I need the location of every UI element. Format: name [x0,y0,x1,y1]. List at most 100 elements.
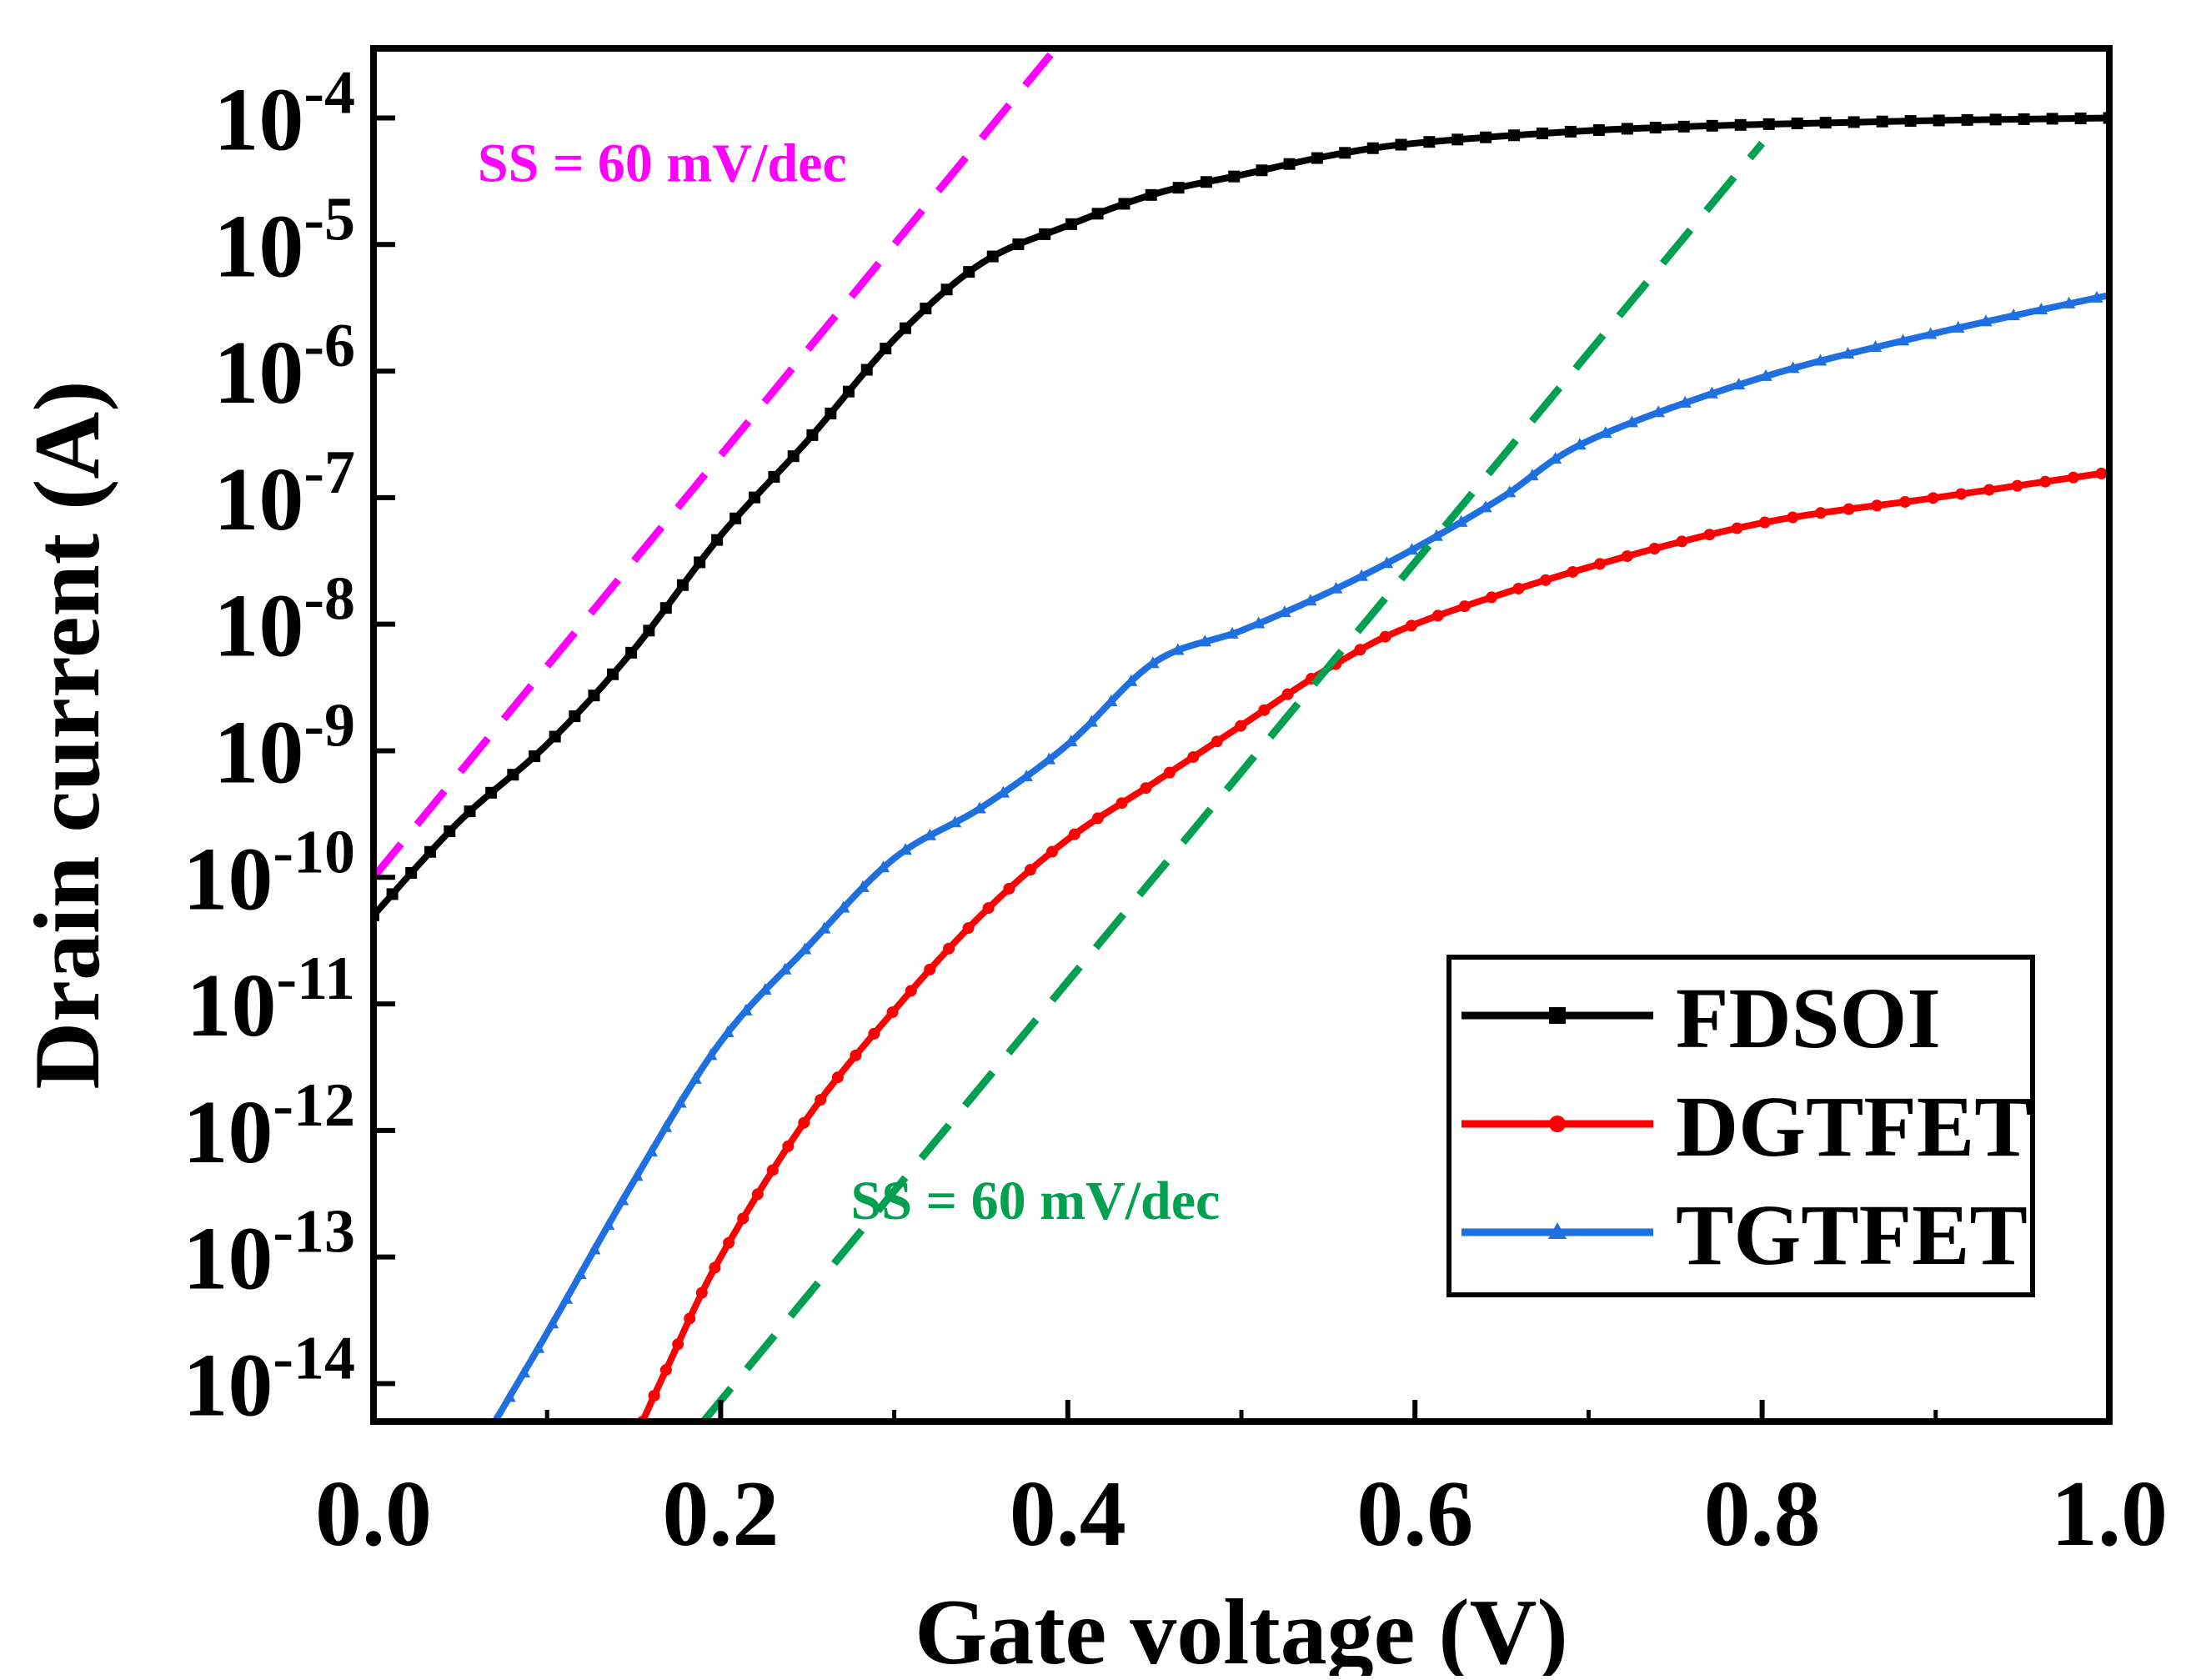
series-marker [1355,569,1368,581]
series-marker [1171,643,1185,655]
x-tick-label: 0.8 [1704,1462,1821,1566]
series-marker [1814,507,1827,519]
x-tick-label: 1.0 [2051,1462,2168,1566]
series-marker [1145,188,1157,201]
series-marker [1621,550,1633,563]
series-marker [1311,152,1323,164]
series-marker [1379,630,1391,643]
series-marker [1339,147,1351,159]
series-marker [1508,129,1521,142]
series-marker [749,491,761,504]
series-marker [1226,626,1239,639]
series-marker [982,902,995,915]
y-tick-exponent: -14 [273,1324,355,1392]
y-tick-label: 10-8 [213,565,355,676]
y-tick-label: 10-7 [213,439,355,549]
legend-label: FDSOI [1676,970,1941,1066]
x-tick-label: 0.0 [315,1462,432,1566]
series-marker [1512,582,1525,594]
series-marker [737,1212,750,1225]
series-marker [1480,131,1492,143]
series-marker [1124,674,1138,686]
y-tick-exponent: -12 [273,1071,355,1140]
series-marker [836,900,850,913]
legend-label: TGTFET [1676,1187,2028,1283]
series-marker [689,1071,702,1084]
series-marker [759,983,772,995]
series-marker [1065,735,1078,747]
series-marker [386,888,399,900]
series-marker [798,1116,810,1129]
series-marker [899,843,912,855]
series-marker [1677,120,1690,133]
series-marker [1904,115,1917,128]
series-fdsoi [374,112,2109,921]
series-marker [674,1096,687,1108]
series-marker [1020,770,1033,782]
ss-annotation: SS = 60 mV/dec [478,133,847,193]
legend-item-fdsoi: FDSOI [1461,970,1941,1066]
series-marker [1819,117,1832,129]
series-marker [569,710,581,723]
legend-item-dgtfet: DGTFET [1461,1079,2033,1175]
series-marker [940,283,953,296]
y-tick-label: 10-13 [183,1198,355,1309]
series-marker [1458,600,1471,613]
axes-layer: 0.0 0.2 0.4 0.6 0.8 1.010-410-510-610-710-810… [183,58,2168,1566]
legend-item-tgtfet: TGTFET [1461,1187,2028,1283]
series-marker [825,407,837,419]
x-tick-label: 0.2 [662,1462,779,1566]
y-tick-exponent: -6 [303,312,355,380]
series-marker [1200,176,1212,188]
x-tick-label: 0.6 [1356,1462,1473,1566]
x-axis-label: Gate voltage (V) [915,1581,1568,1676]
series-marker [659,1364,672,1377]
series-marker [630,1169,644,1181]
series-marker [886,1006,899,1019]
series-marker [517,1366,531,1378]
series-marker [1625,415,1639,428]
series-marker [684,1312,696,1325]
series-marker [2095,467,2108,479]
series-marker [531,1341,545,1353]
series-marker [1116,797,1128,810]
series-marker [405,866,418,879]
series-marker [711,534,724,546]
series-marker [1933,114,1945,127]
legend-label: DGTFET [1676,1079,2033,1175]
y-tick-base: 10 [213,70,303,169]
series-marker [1085,715,1098,727]
series-marker [1405,543,1419,555]
series-marker [1923,327,1938,339]
legend: FDSOI DGTFET TGTFET [1446,955,2035,1297]
series-marker [973,801,986,814]
series-marker [963,266,975,278]
y-tick-label: 10-14 [183,1324,355,1435]
series-marker [729,512,742,524]
series-marker [424,845,436,858]
series-marker [2046,113,2058,125]
y-tick-base: 10 [213,323,303,423]
series-marker [1791,117,1803,129]
y-tick-label: 10-9 [213,691,355,802]
series-marker [1813,354,1827,366]
series-marker [787,450,800,463]
series-marker [704,1048,718,1061]
series-marker [943,942,955,955]
series-marker [815,1094,827,1106]
series-marker [507,769,519,781]
series-marker [751,1188,764,1201]
y-tick-label: 10-12 [183,1071,355,1182]
series-marker [574,1267,587,1280]
series-marker [1211,735,1223,748]
series-marker [768,470,780,483]
series-marker [1012,238,1025,250]
series-layer [374,112,2109,1422]
y-tick-exponent: -5 [303,185,355,253]
series-marker [1198,634,1211,647]
series-tgtfet [491,290,2109,1422]
y-tick-label: 10-10 [183,818,355,929]
y-tick-exponent: -13 [273,1198,355,1266]
series-marker [1731,522,1743,534]
